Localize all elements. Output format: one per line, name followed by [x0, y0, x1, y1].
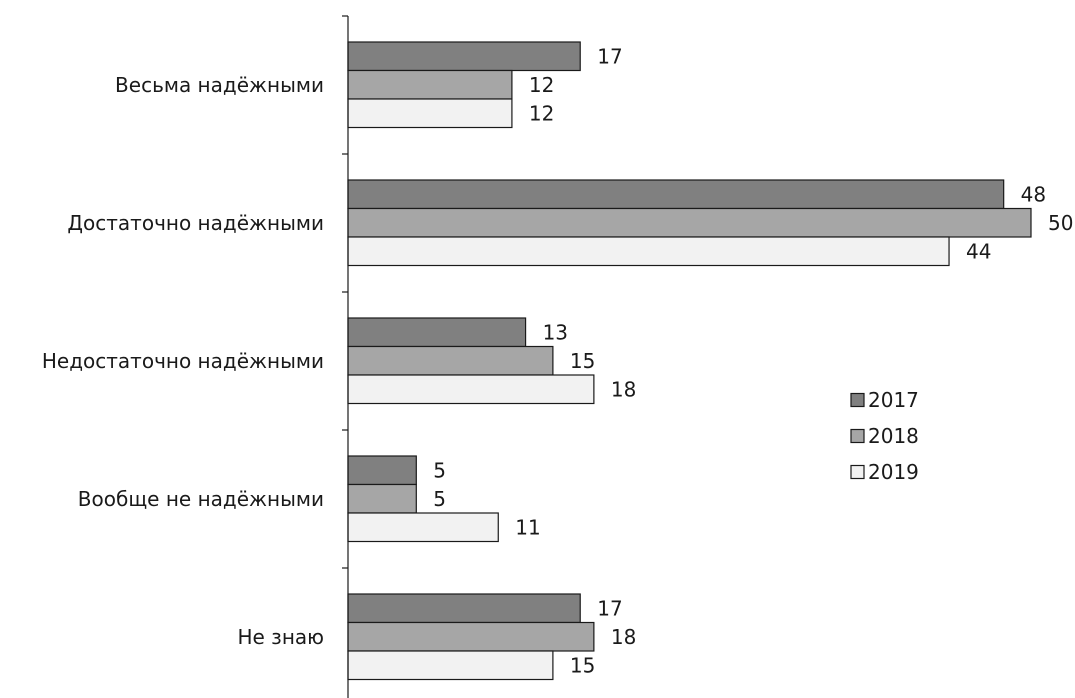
data-label: 12 [529, 101, 554, 125]
category-label: Вообще не надёжными [78, 487, 324, 511]
data-label: 48 [1021, 182, 1046, 206]
category-label: Не знаю [237, 625, 324, 649]
data-label: 13 [543, 320, 568, 344]
category-label: Недостаточно надёжными [42, 349, 324, 373]
legend-swatch-2018 [850, 428, 865, 444]
data-label: 18 [611, 377, 636, 401]
data-label: 15 [570, 349, 595, 373]
bar-2019 [347, 650, 554, 681]
category-axis [342, 15, 349, 698]
bar-2019 [347, 512, 499, 543]
legend-swatch-2019 [850, 464, 865, 480]
data-label: 12 [529, 73, 554, 97]
bar-2019 [347, 236, 950, 267]
category-label: Весьма надёжными [115, 73, 324, 97]
bar-2017 [347, 179, 1005, 210]
labels-layer: Весьма надёжными 17 12 12 Достаточно надёжны… [42, 44, 1074, 677]
legend: 2017 2018 2019 [850, 388, 919, 484]
data-label: 17 [597, 44, 622, 68]
data-label: 5 [433, 458, 446, 482]
bar-2018 [347, 483, 417, 514]
bar-2019 [347, 374, 595, 405]
bar-2018 [347, 345, 554, 376]
bar-2017 [347, 41, 581, 72]
bar-2017 [347, 455, 417, 486]
legend-label: 2018 [868, 424, 919, 448]
legend-label: 2017 [868, 388, 919, 412]
data-label: 44 [966, 239, 991, 263]
data-label: 15 [570, 653, 595, 677]
bar-2017 [347, 317, 527, 348]
data-label: 11 [515, 515, 540, 539]
data-label: 50 [1048, 211, 1073, 235]
category-label: Достаточно надёжными [67, 211, 324, 235]
bar-2018 [347, 621, 595, 652]
bars-layer [347, 41, 1032, 681]
legend-swatch-2017 [850, 392, 865, 408]
data-label: 17 [597, 596, 622, 620]
data-label: 5 [433, 487, 446, 511]
bar-2018 [347, 207, 1032, 238]
bar-2017 [347, 593, 581, 624]
legend-label: 2019 [868, 460, 919, 484]
bar-2019 [347, 98, 513, 129]
bar-2018 [347, 69, 513, 100]
data-label: 18 [611, 625, 636, 649]
